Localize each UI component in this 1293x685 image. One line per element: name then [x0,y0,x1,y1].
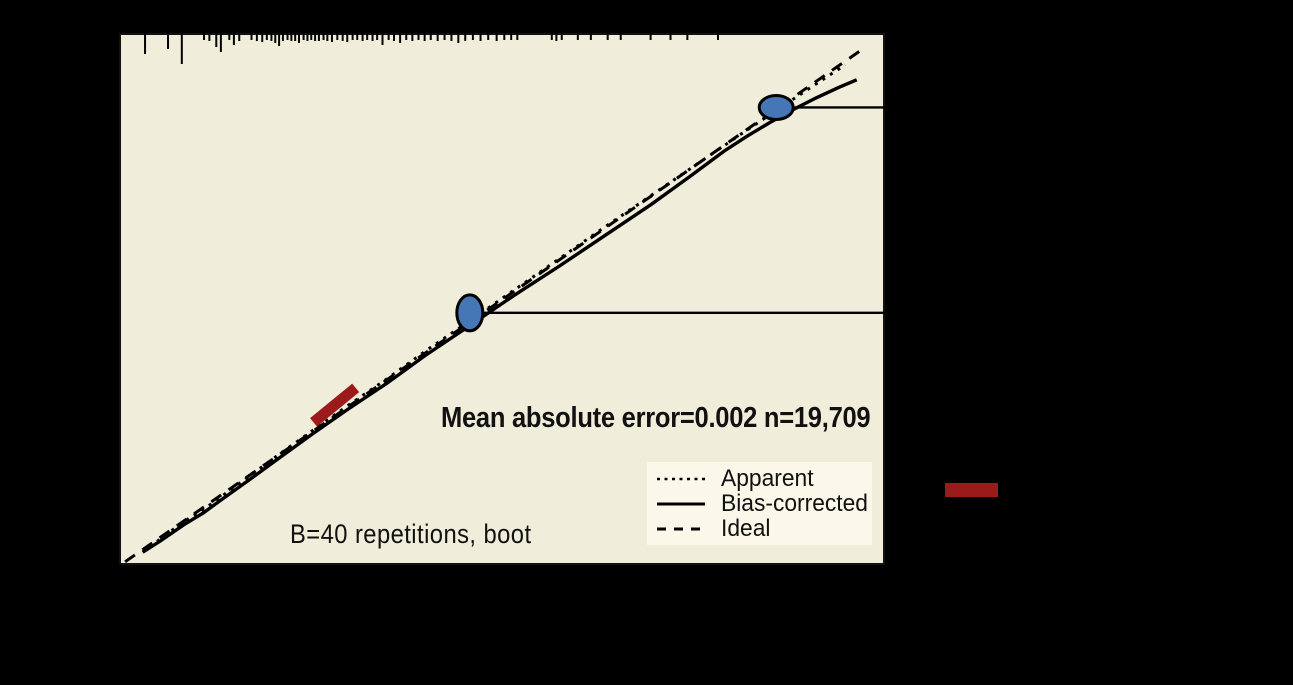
series-line-ideal [124,48,863,564]
blue-ellipse-marker [757,93,795,121]
mean-absolute-error-label: Mean absolute error=0.002 n=19,709 [440,401,871,434]
legend-entry-bias-corrected: Bias-corrected [657,491,868,516]
bias-corrected-line-sample-icon [657,502,705,505]
legend-label-ideal: Ideal [721,514,771,542]
legend-label-bias-corrected: Bias-corrected [721,489,868,517]
red-highlight-segment [310,383,360,427]
repetitions-label: B=40 repetitions, boot [289,518,532,549]
blue-ellipse-marker [455,293,485,333]
apparent-line-sample-icon [657,477,705,480]
legend-label-apparent: Apparent [721,464,814,492]
ideal-line-sample-icon [657,527,705,530]
legend-entry-apparent: Apparent [657,466,862,491]
legend-box: Apparent Bias-corrected Ideal [647,462,872,545]
legend-entry-ideal: Ideal [657,516,862,541]
series-line-apparent [141,63,847,554]
outer-red-swatch [945,483,998,497]
